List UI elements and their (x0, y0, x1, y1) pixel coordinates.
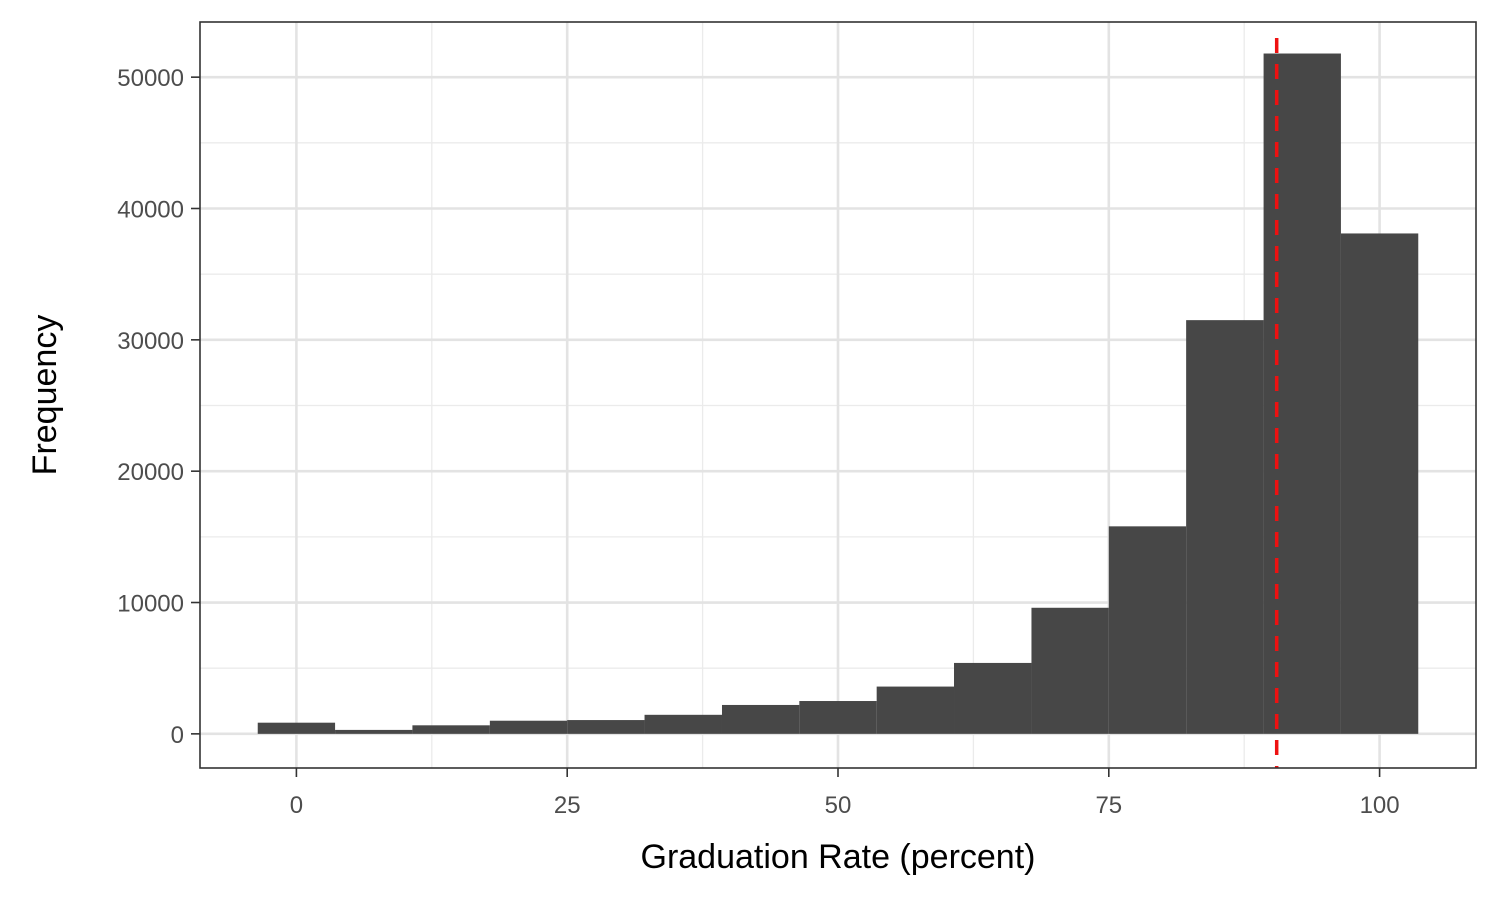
histogram-bar (489, 720, 568, 734)
histogram-bar (1186, 320, 1264, 734)
y-tick-label: 50000 (117, 65, 184, 92)
y-tick-label: 30000 (117, 328, 184, 355)
x-tick-label: 75 (1095, 792, 1122, 819)
histogram-bar (1031, 607, 1109, 734)
histogram-bar (335, 729, 413, 734)
x-tick-label: 50 (825, 792, 852, 819)
histogram-bar (1340, 233, 1419, 734)
x-tick-label: 0 (290, 792, 303, 819)
histogram-bar (954, 662, 1032, 734)
histogram-bar (721, 704, 800, 734)
histogram-bar (1108, 526, 1187, 734)
histogram-bar (567, 720, 645, 734)
y-tick-label: 0 (171, 722, 184, 749)
y-tick-label: 20000 (117, 459, 184, 486)
x-axis-title: Graduation Rate (percent) (641, 838, 1036, 876)
y-tick-label: 10000 (117, 591, 184, 618)
x-tick-label: 100 (1360, 792, 1400, 819)
histogram-bar (257, 722, 336, 734)
x-axis: 0 25 50 75 100 (290, 768, 1400, 819)
histogram-bar (876, 686, 955, 734)
histogram-bars (257, 53, 1419, 734)
y-axis: 0 10000 20000 30000 40000 50000 (117, 65, 200, 749)
histogram-bar (412, 725, 490, 734)
y-tick-label: 40000 (117, 197, 184, 224)
y-axis-title: Frequency (26, 315, 64, 476)
histogram-bar (799, 701, 877, 734)
histogram-bar (644, 714, 722, 734)
x-tick-label: 25 (554, 792, 581, 819)
